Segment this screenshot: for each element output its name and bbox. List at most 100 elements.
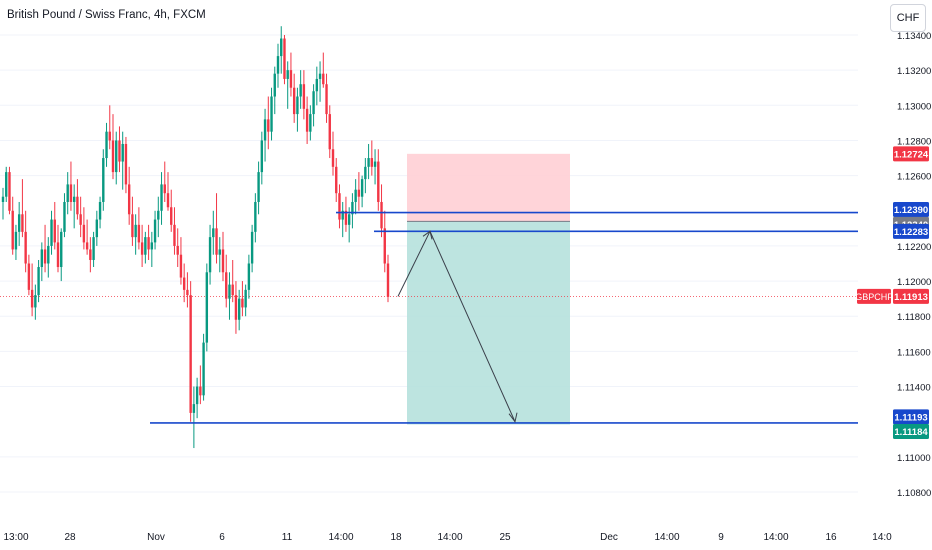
candle-body: [260, 140, 264, 173]
candle-body: [212, 228, 215, 238]
candle-body: [60, 231, 63, 268]
candle-body: [153, 219, 157, 243]
x-tick-label: 14:00: [654, 532, 679, 543]
x-tick-label: 11: [282, 532, 293, 543]
candle-body: [344, 210, 348, 225]
candle-body: [89, 249, 92, 260]
candle-body: [289, 70, 293, 88]
candle-body: [134, 224, 137, 238]
y-tick-label: 1.12600: [897, 172, 931, 183]
y-tick-label: 1.11800: [897, 312, 931, 323]
candle-body: [21, 214, 24, 232]
candle-body: [318, 73, 322, 79]
candle-body: [325, 84, 328, 115]
candle-body: [173, 224, 176, 246]
y-tick-label: 1.11400: [897, 383, 931, 394]
y-tick-label: 1.12200: [897, 242, 931, 253]
candle-body: [347, 214, 351, 225]
candle-body: [244, 289, 247, 308]
price-label-text: 1.12283: [894, 227, 928, 238]
y-tick-label: 1.12000: [897, 277, 931, 288]
candle-body: [76, 196, 79, 215]
candle-body: [331, 149, 335, 167]
candle-body: [257, 172, 260, 202]
candle-body: [11, 210, 14, 250]
currency-button[interactable]: CHF: [890, 4, 926, 32]
price-label-box: [893, 146, 929, 162]
price-label-text: 1.12390: [894, 205, 928, 216]
candle-body: [205, 272, 209, 343]
candle-body: [8, 172, 11, 211]
candle-body: [380, 201, 383, 229]
y-tick-label: 1.13200: [897, 66, 931, 77]
candle-body: [208, 237, 212, 273]
y-tick-label: 1.12800: [897, 136, 931, 147]
candle-body: [27, 263, 31, 290]
candle-body: [34, 295, 37, 308]
candle-body: [192, 404, 196, 413]
price-labels: 1.127241.123901.123401.122831.11913GBPCH…: [855, 146, 929, 440]
y-axis[interactable]: 1.13400 1.13200 1.13000 1.12800 1.12600 1.122…: [897, 31, 931, 499]
candle-body: [37, 267, 40, 296]
price-label-text: 1.11184: [894, 427, 928, 438]
candle-body: [160, 184, 163, 211]
candle-body: [309, 114, 312, 132]
candle-body: [82, 224, 86, 243]
candle-body: [250, 231, 254, 264]
candle-body: [179, 254, 183, 278]
candle-body: [195, 386, 199, 405]
candle-body: [296, 96, 299, 115]
candle-body: [322, 73, 325, 85]
candle-body: [79, 214, 82, 225]
x-axis[interactable]: 13:00 28 Nov 6 11 14:00 18 14:00 25 Dec 14:00 9 14:0…: [3, 532, 892, 543]
candle-body: [364, 166, 367, 180]
candle-body: [254, 201, 257, 232]
candle-body: [270, 96, 273, 132]
x-tick-label: 14:0: [872, 532, 892, 543]
candle-body: [66, 184, 69, 202]
candle-body: [176, 245, 179, 255]
candle-body: [299, 84, 302, 97]
arrow-head-down: [508, 412, 518, 423]
candle-body: [263, 119, 267, 141]
candle-body: [118, 140, 121, 162]
candle-body: [315, 78, 319, 92]
candle-body: [14, 231, 18, 250]
candle-body: [267, 119, 270, 132]
candle-body: [131, 214, 134, 238]
candle-body: [150, 242, 154, 250]
x-tick-label: 14:00: [328, 532, 353, 543]
x-tick-label: 18: [390, 532, 402, 543]
candle-body: [166, 193, 170, 208]
projection-arrow[interactable]: [397, 230, 518, 423]
candle-body: [53, 219, 56, 243]
candle-body: [241, 298, 244, 308]
candle-body: [338, 193, 341, 220]
x-tick-label: 13:00: [3, 532, 28, 543]
candle-body: [286, 70, 289, 79]
candle-body: [328, 114, 331, 150]
x-tick-label: 14:00: [437, 532, 462, 543]
take-profit-zone[interactable]: [407, 221, 570, 425]
horizontal-levels[interactable]: [150, 211, 858, 424]
candle-body: [341, 210, 344, 220]
stop-loss-zone[interactable]: [407, 153, 570, 222]
candle-body: [225, 272, 228, 299]
x-tick-label: 16: [825, 532, 837, 543]
candle-body: [377, 161, 380, 202]
candle-body: [157, 210, 160, 220]
candle-body: [234, 295, 238, 320]
candle-body: [199, 386, 202, 396]
candle-body: [292, 87, 296, 115]
candle-body: [137, 224, 141, 243]
candle-body: [351, 201, 354, 215]
price-label-text: 1.11193: [894, 412, 927, 423]
x-tick-label: 9: [718, 532, 724, 543]
x-tick-label: Dec: [600, 532, 618, 543]
candle-body: [182, 277, 186, 290]
candle-body: [231, 284, 234, 296]
candle-body: [357, 189, 361, 197]
candle-body: [127, 184, 131, 215]
candle-body: [95, 219, 99, 238]
